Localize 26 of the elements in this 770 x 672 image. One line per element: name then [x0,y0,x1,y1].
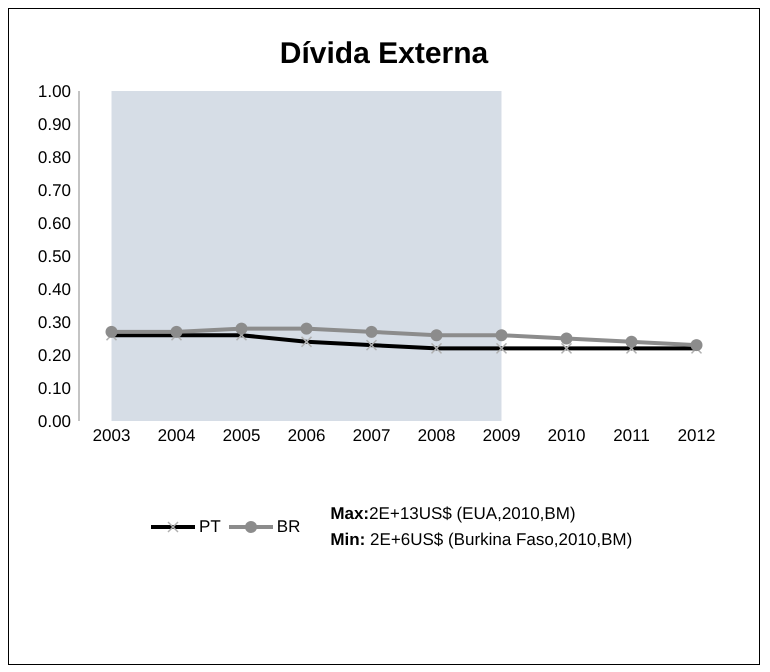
y-tick-label: 1.00 [38,82,71,102]
x-tick-label: 2012 [678,426,716,446]
y-tick-label: 0.80 [38,148,71,168]
y-tick-label: 0.50 [38,247,71,266]
x-tick-label: 2006 [288,426,326,446]
y-tick-label: 0.30 [38,313,71,332]
x-tick-label: 2009 [482,426,520,446]
y-tick-label: 0.70 [38,181,71,200]
y-tick-label: 0.10 [38,379,71,398]
x-tick-label: 2010 [548,426,586,446]
text: Max:2E+13US$ (EUA,2010,BM) [330,503,577,525]
x-tick-label: 2011 [613,426,650,446]
y-tick-label: 0.90 [38,115,71,134]
x-tick-label: 2008 [418,426,456,446]
legend-label: BR [276,517,300,537]
y-tick-label: 0.00 [38,412,71,432]
y-tick-label: 0.40 [38,280,71,300]
x-tick-label: 2003 [92,426,130,446]
x-tick-label: 2004 [158,426,196,446]
x-tick-label: 2007 [352,426,390,446]
y-tick-label: 0.20 [38,346,71,366]
chart-title: Dívida Externa [278,37,490,71]
x-tick-label: 2005 [222,426,260,446]
text: Min: 2E+6US$ (Burkina Faso,2010,BM) [330,529,632,551]
y-tick-label: 0.60 [38,214,71,234]
legend-label: PT [198,517,221,537]
